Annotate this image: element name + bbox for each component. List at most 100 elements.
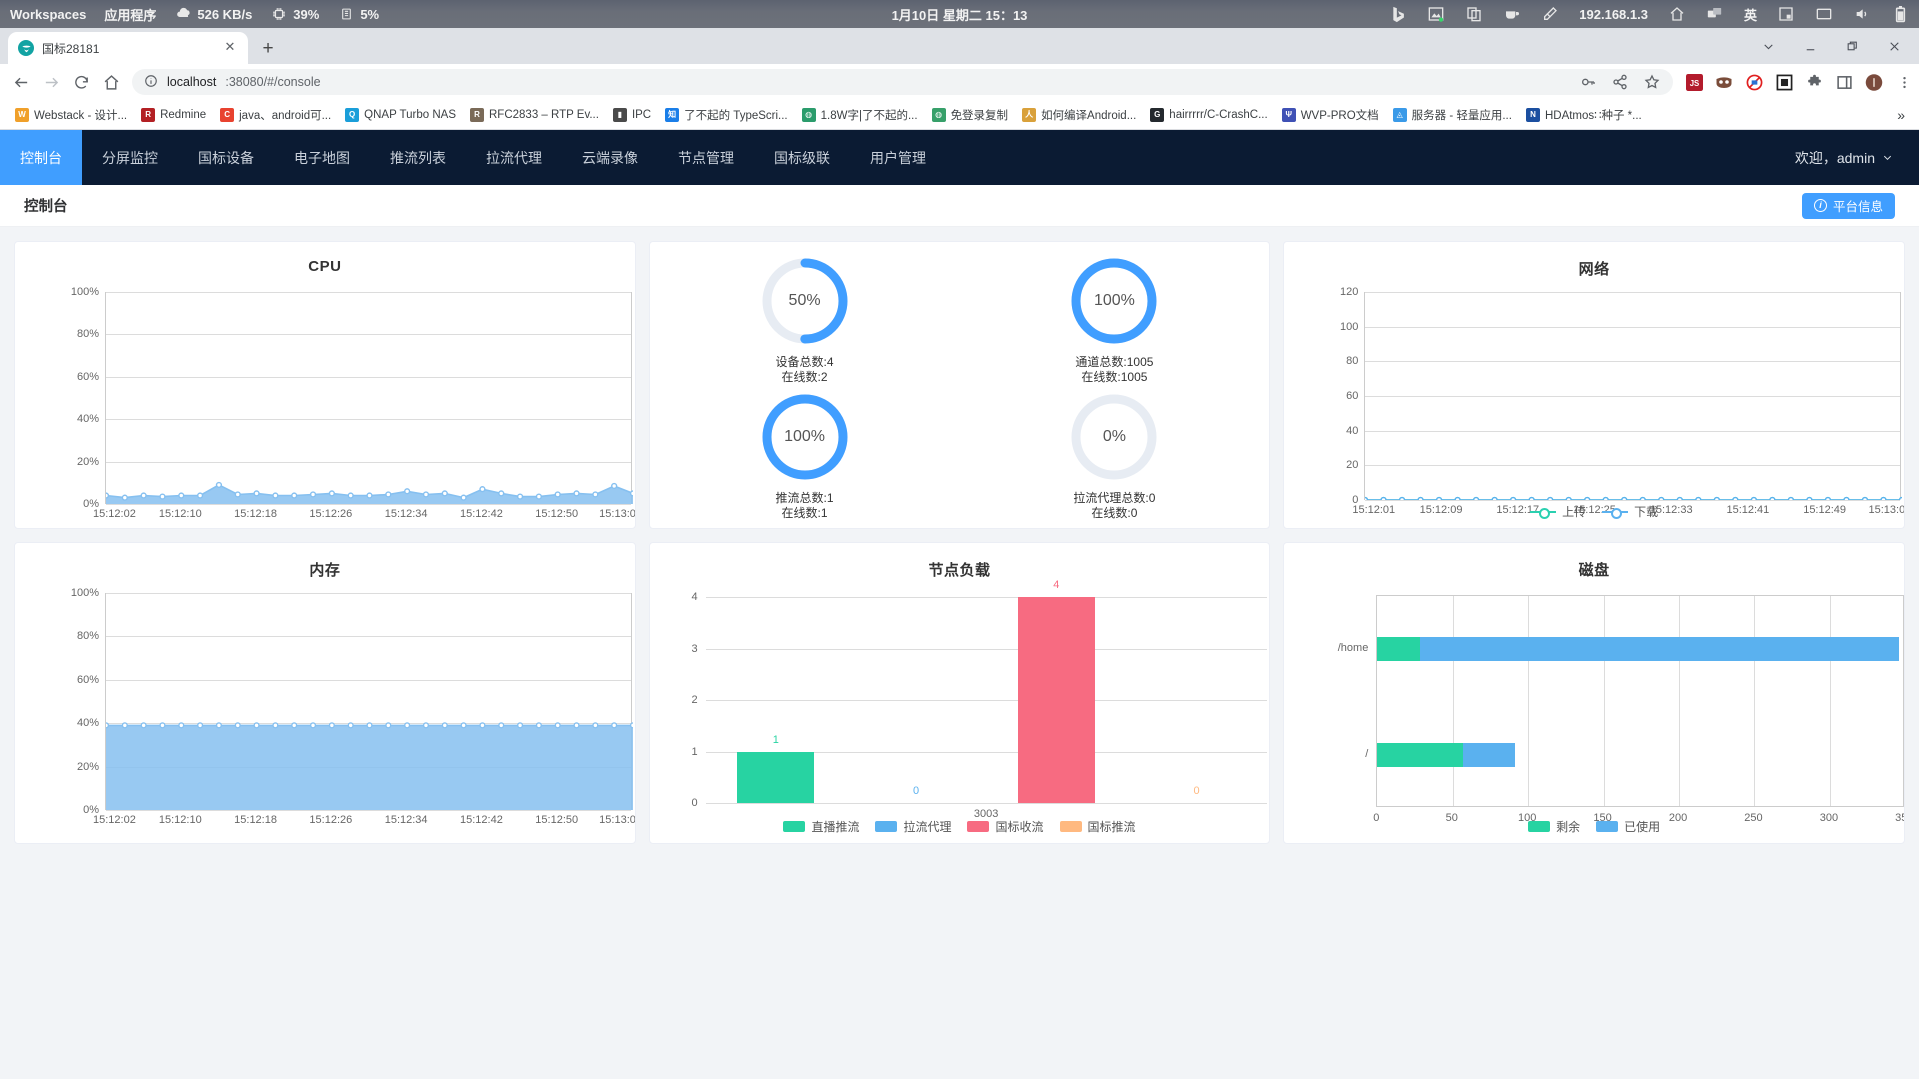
bookmark-item[interactable]: Q QNAP Turbo NAS (338, 105, 463, 125)
js-extension-icon[interactable]: JS (1685, 73, 1703, 91)
gridline (1365, 361, 1901, 363)
bookmark-label: Redmine (160, 108, 207, 121)
input-method-indicator[interactable]: 英 (1743, 7, 1757, 23)
window-switch-icon[interactable] (1706, 5, 1724, 23)
kebab-menu-icon[interactable] (1895, 73, 1913, 91)
battery-icon[interactable] (1891, 5, 1909, 23)
bookmark-item[interactable]: R RFC2833 – RTP Ev... (463, 105, 606, 125)
legend-label: 已使用 (1624, 820, 1661, 834)
bookmark-item[interactable]: Ψ WVP-PRO文档 (1275, 104, 1386, 126)
legend-label: 下载 (1634, 505, 1659, 519)
bookmark-item[interactable]: W Webstack - 设计... (8, 104, 134, 126)
volume-icon[interactable] (1853, 5, 1871, 23)
bookmark-label: 免登录复制 (950, 109, 1009, 122)
eyedropper-icon[interactable] (1541, 5, 1559, 23)
bookmark-item[interactable]: R Redmine (134, 105, 213, 125)
legend-line-icon (1530, 506, 1557, 519)
legend-item[interactable]: 下载 (1602, 503, 1658, 520)
nav-item-6[interactable]: 云端录像 (562, 130, 658, 185)
node-load-legend: 直播推流 拉流代理 国标收流 国标推流 (650, 818, 1270, 835)
nav-item-9[interactable]: 用户管理 (850, 130, 946, 185)
bookmark-item[interactable]: N HDAtmos∷种子 *... (1519, 104, 1649, 126)
bookmark-item[interactable]: 知了不起的 TypeScri... (658, 104, 795, 126)
screenshot-icon[interactable] (1427, 5, 1445, 23)
bookmark-item[interactable]: ◍ 免登录复制 (925, 104, 1016, 126)
share-icon[interactable] (1611, 73, 1629, 91)
maximize-window-button[interactable] (1831, 30, 1873, 62)
gridline (1365, 430, 1901, 432)
bar-value-label: 0 (912, 785, 920, 797)
y-tick-label: 0 (1352, 494, 1359, 506)
nav-item-5[interactable]: 拉流代理 (466, 130, 562, 185)
key-icon[interactable] (1579, 73, 1597, 91)
legend-item[interactable]: 已使用 (1596, 818, 1660, 835)
profile-avatar[interactable] (1865, 73, 1883, 91)
applications-menu[interactable]: 应用程序 (104, 5, 156, 24)
home-icon[interactable] (1668, 5, 1686, 23)
bookmark-item[interactable]: ◬ 服务器 - 轻量应用... (1386, 104, 1519, 126)
tab-list-icon[interactable] (1747, 30, 1789, 62)
home-button[interactable] (96, 67, 126, 97)
x-tick-label: 15:13:01 (599, 508, 636, 520)
star-icon[interactable] (1643, 73, 1661, 91)
nav-item-7[interactable]: 节点管理 (658, 130, 754, 185)
square-extension-icon[interactable] (1775, 73, 1793, 91)
gauge-grid: 50% 设备总数:4 在线数:2 100% 通道总数:1005 在线数:1005 100% 推… (650, 242, 1270, 528)
address-bar[interactable]: localhost:38080/#/console (132, 69, 1673, 95)
legend-item[interactable]: 直播推流 (783, 818, 859, 835)
nav-item-1[interactable]: 分屏监控 (82, 130, 178, 185)
x-tick-label: 15:12:50 (535, 508, 579, 520)
site-favicon (18, 40, 34, 56)
memory-card: 内存 0% 20% 40% 60% 80% 100% 15:12:02 15:12:10 15:… (14, 542, 636, 844)
bookmark-item[interactable]: ▮ IPC (606, 105, 658, 125)
legend-item[interactable]: 国标收流 (967, 818, 1044, 835)
screen-icon[interactable] (1815, 5, 1833, 23)
nav-item-8[interactable]: 国标级联 (754, 130, 850, 185)
bookmark-favicon: 人 (1022, 107, 1037, 122)
legend-item[interactable]: 上传 (1530, 503, 1586, 520)
y-tick-label: 120 (1339, 286, 1359, 298)
new-tab-button[interactable]: + (262, 37, 274, 59)
bookmarks-overflow-button[interactable]: » (1897, 106, 1905, 123)
x-tick-label: 15:12:42 (460, 814, 503, 826)
legend-item[interactable]: 剩余 (1528, 818, 1580, 835)
sidepanel-icon[interactable] (1835, 73, 1853, 91)
browser-tab[interactable]: 国标28181 ✕ (8, 32, 248, 64)
minimize-window-button[interactable] (1789, 30, 1831, 62)
forward-button[interactable] (36, 67, 66, 97)
copy-icon[interactable] (1465, 5, 1483, 23)
bookmark-item[interactable]: 人如何编译Android... (1015, 104, 1143, 126)
bing-icon[interactable] (1389, 5, 1407, 23)
gridline (705, 700, 1267, 701)
bookmark-favicon: Q (345, 107, 360, 122)
reload-button[interactable] (66, 67, 96, 97)
plot-area (105, 292, 633, 505)
mask-extension-icon[interactable] (1715, 73, 1733, 91)
platform-info-button[interactable]: i 平台信息 (1801, 192, 1895, 219)
bookmark-item[interactable]: ◍ 1.8W字|了不起的... (795, 104, 925, 126)
close-tab-icon[interactable]: ✕ (224, 39, 236, 54)
user-menu[interactable]: 欢迎，admin (1795, 130, 1919, 185)
y-tick-label: 60 (1346, 390, 1359, 402)
bookmark-label: QNAP Turbo NAS (364, 108, 456, 121)
window-manager-icon[interactable] (1777, 5, 1795, 23)
x-tick-label: 15:12:02 (93, 814, 136, 826)
y-tick-label: 100% (70, 587, 99, 599)
nav-item-4[interactable]: 推流列表 (370, 130, 466, 185)
close-window-button[interactable] (1873, 30, 1915, 62)
site-info-icon[interactable] (144, 74, 158, 91)
back-button[interactable] (6, 67, 36, 97)
gridline (106, 292, 631, 293)
workspaces-button[interactable]: Workspaces (10, 7, 86, 22)
legend-item[interactable]: 国标推流 (1059, 818, 1136, 835)
nav-item-0[interactable]: 控制台 (0, 130, 82, 185)
applications-label: 应用程序 (104, 7, 157, 23)
legend-item[interactable]: 拉流代理 (875, 818, 951, 835)
coffee-icon[interactable] (1503, 5, 1521, 23)
puzzle-icon[interactable] (1805, 73, 1823, 91)
nav-item-2[interactable]: 国标设备 (178, 130, 274, 185)
nav-item-3[interactable]: 电子地图 (274, 130, 370, 185)
adblock-icon[interactable] (1745, 73, 1763, 91)
